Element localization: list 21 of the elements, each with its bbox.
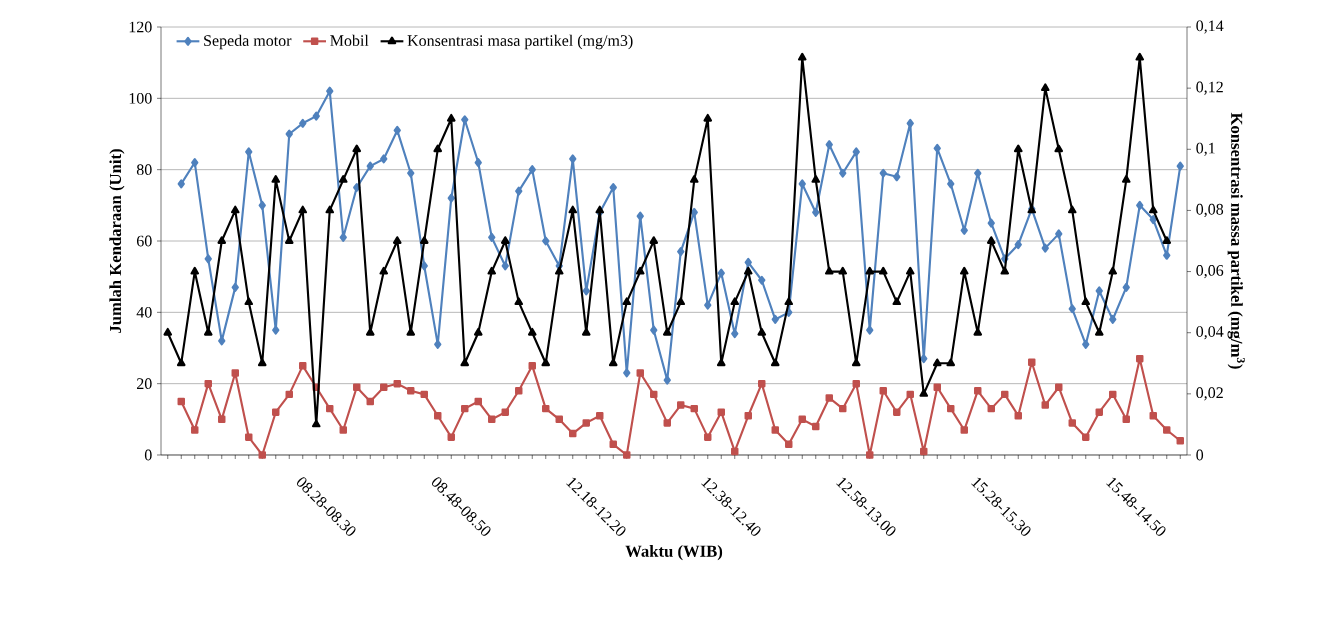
legend-label: Sepeda motor (204, 34, 292, 50)
x-axis-title: Waktu (WIB) (625, 545, 723, 561)
y2-tick-label: 0 (1196, 449, 1204, 461)
legend-label: Konsentrasi masa partikel (mg/m3) (407, 34, 633, 50)
y-tick-label: 20 (137, 378, 152, 390)
y2-axis-title: Konsentrasi massa partikel (mg/m$^{3}$) (1227, 112, 1245, 369)
y-tick-label: 120 (129, 21, 152, 33)
y2-tick-label: 0,04 (1196, 326, 1224, 340)
y-tick-label: 80 (136, 164, 152, 176)
y2-tick-label: 0,12 (1196, 81, 1223, 95)
y-tick-label: 40 (136, 306, 152, 318)
legend-label: Mobil (330, 34, 369, 46)
y-axis-title: Jumlah Kendaraan (Unit) (109, 149, 125, 333)
y2-tick-label: 0,14 (1196, 20, 1224, 34)
y-tick-label: 60 (136, 235, 152, 247)
y-tick-label: 100 (129, 92, 152, 104)
y2-tick-label: 0,08 (1196, 203, 1224, 217)
y2-tick-label: 0,1 (1196, 142, 1215, 156)
y2-tick-label: 0,06 (1196, 265, 1224, 279)
y2-tick-label: 0,02 (1196, 387, 1223, 401)
y-tick-label: 0 (144, 449, 152, 461)
